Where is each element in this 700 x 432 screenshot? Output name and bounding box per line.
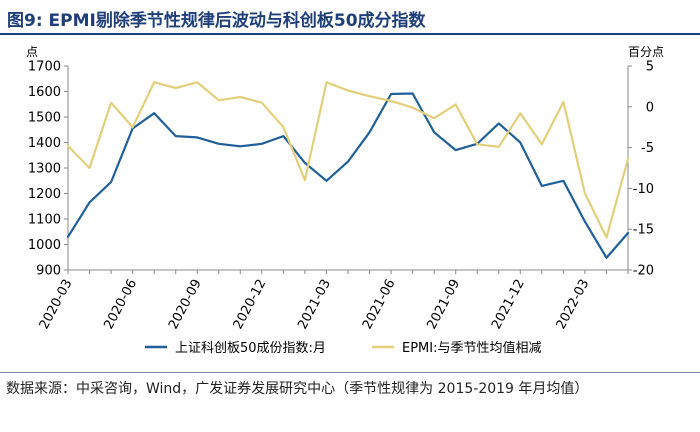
x-tick-label: 2020-12 [231, 277, 270, 332]
source-note: 数据来源：中采咨询，Wind，广发证券发展研究中心（季节性规律为 2015-20… [6, 381, 589, 397]
legend-label-epmi-deviation: EPMI:与季节性均值相减 [402, 340, 541, 356]
figure-header: 图9: EPMI剔除季节性规律后波动与科创板50成分指数 [0, 0, 700, 36]
left-tick-label: 1500 [28, 111, 61, 126]
right-axis-unit: 百分点 [628, 45, 664, 59]
legend-label-kcb50-index: 上证科创板50成份指数:月 [175, 341, 326, 356]
x-tick-label: 2021-06 [360, 277, 399, 332]
x-tick-label: 2020-09 [166, 277, 205, 332]
title-rule [0, 33, 700, 35]
right-tick-label: -15 [633, 223, 654, 238]
left-tick-label: 1300 [28, 162, 61, 177]
left-tick-label: 1600 [28, 85, 61, 100]
series-line-epmi-deviation [66, 81, 630, 239]
x-tick-label: 2021-09 [424, 277, 463, 332]
right-tick-label: 0 [646, 100, 654, 115]
left-axis-unit: 点 [26, 45, 38, 59]
line-chart: 点 百分点 900 1000 1100 1200 1300 1400 1500 1600 1700 -… [26, 45, 664, 356]
left-tick-label: 1100 [28, 213, 61, 228]
x-tick-label: 2020-06 [101, 277, 140, 332]
left-tick-label: 1200 [28, 187, 61, 202]
source-divider [0, 372, 700, 373]
right-tick-label: -10 [633, 182, 654, 197]
x-tick-label: 2021-12 [489, 277, 528, 332]
x-tick-label: 2022-03 [554, 277, 593, 332]
x-tick-label: 2020-03 [37, 277, 76, 332]
right-tick-label: 5 [646, 60, 654, 75]
figure-title: 图9: EPMI剔除季节性规律后波动与科创板50成分指数 [7, 11, 426, 31]
left-tick-label: 900 [36, 264, 61, 279]
series-line-kcb50-index [66, 92, 630, 259]
x-tick-label: 2021-03 [295, 277, 334, 332]
right-tick-label: -20 [633, 264, 654, 279]
right-tick-label: -5 [641, 141, 654, 156]
left-tick-label: 1700 [28, 60, 61, 75]
left-tick-label: 1000 [28, 238, 61, 253]
left-tick-label: 1400 [28, 136, 61, 151]
